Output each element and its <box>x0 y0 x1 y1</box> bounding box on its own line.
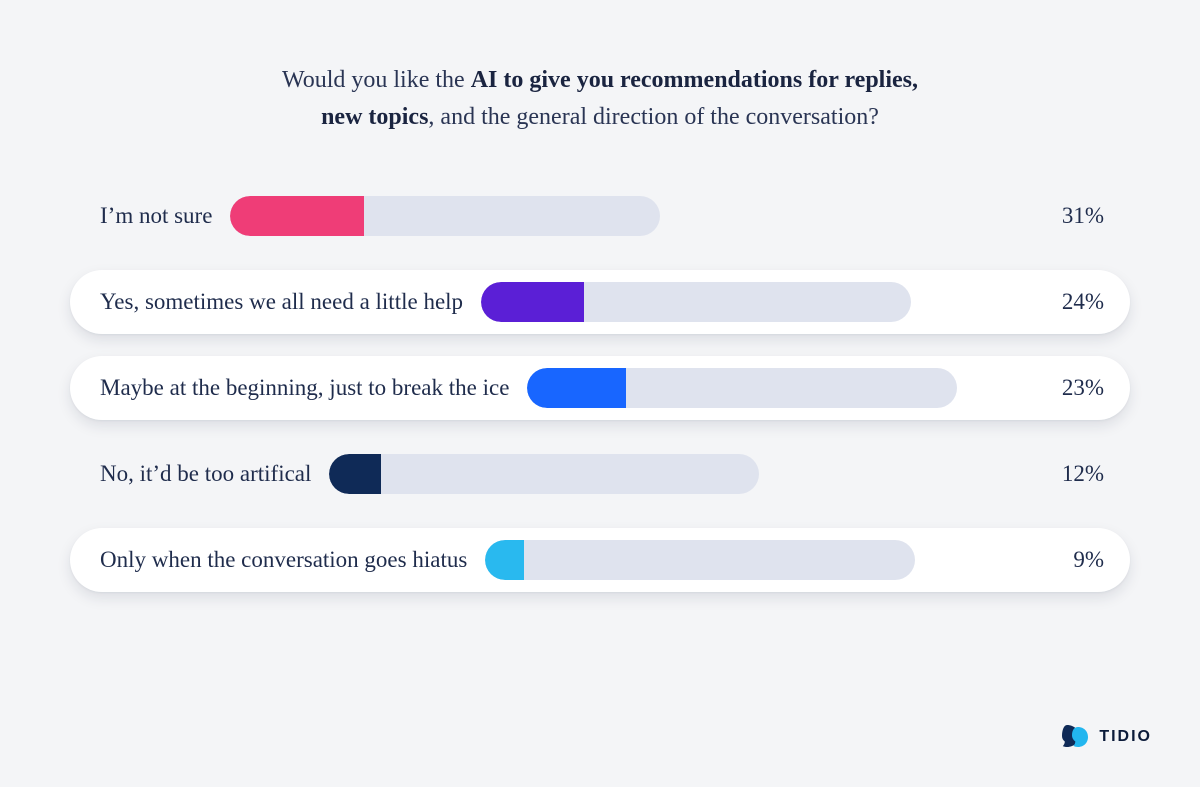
chart-row-pct: 24% <box>1034 289 1104 315</box>
chart-row-pct: 12% <box>1034 461 1104 487</box>
title-seg-1: Would you like the <box>282 67 471 93</box>
chart-row-pct: 9% <box>1034 547 1104 573</box>
bar-track <box>527 368 957 408</box>
bar-zone <box>527 368 1022 408</box>
chart-row: Only when the conversation goes hiatus 9% <box>70 528 1130 592</box>
survey-bar-chart: I’m not sure 31% Yes, sometimes we all nee… <box>70 184 1130 592</box>
chart-row: Yes, sometimes we all need a little help… <box>70 270 1130 334</box>
title-seg-2: , and the general direction of the conve… <box>428 104 878 130</box>
bar-fill <box>481 282 584 322</box>
bar-zone <box>481 282 1022 322</box>
chart-row: I’m not sure 31% <box>70 184 1130 248</box>
bar-track <box>230 196 660 236</box>
chart-row-label: Only when the conversation goes hiatus <box>100 547 467 573</box>
chart-row-pct: 23% <box>1034 375 1104 401</box>
chart-row-label: No, it’d be too artifical <box>100 461 311 487</box>
bar-zone <box>329 454 1022 494</box>
title-bold-1: AI to give you recommendations for repli… <box>471 67 918 93</box>
bar-fill <box>527 368 626 408</box>
bar-fill <box>230 196 363 236</box>
bar-track <box>481 282 911 322</box>
brand-badge: TIDIO <box>1061 723 1152 751</box>
chart-row: No, it’d be too artifical 12% <box>70 442 1130 506</box>
bar-zone <box>230 196 1022 236</box>
question-title: Would you like the AI to give you recomm… <box>0 0 1200 136</box>
tidio-logo-icon <box>1061 723 1089 751</box>
title-bold-2: new topics <box>321 104 428 130</box>
bar-fill <box>329 454 381 494</box>
chart-row-label: Yes, sometimes we all need a little help <box>100 289 463 315</box>
chart-row-pct: 31% <box>1034 203 1104 229</box>
chart-row-label: I’m not sure <box>100 203 212 229</box>
bar-zone <box>485 540 1022 580</box>
bar-fill <box>485 540 524 580</box>
chart-row: Maybe at the beginning, just to break th… <box>70 356 1130 420</box>
chart-row-label: Maybe at the beginning, just to break th… <box>100 375 509 401</box>
bar-track <box>329 454 759 494</box>
brand-name: TIDIO <box>1099 728 1152 746</box>
bar-track <box>485 540 915 580</box>
